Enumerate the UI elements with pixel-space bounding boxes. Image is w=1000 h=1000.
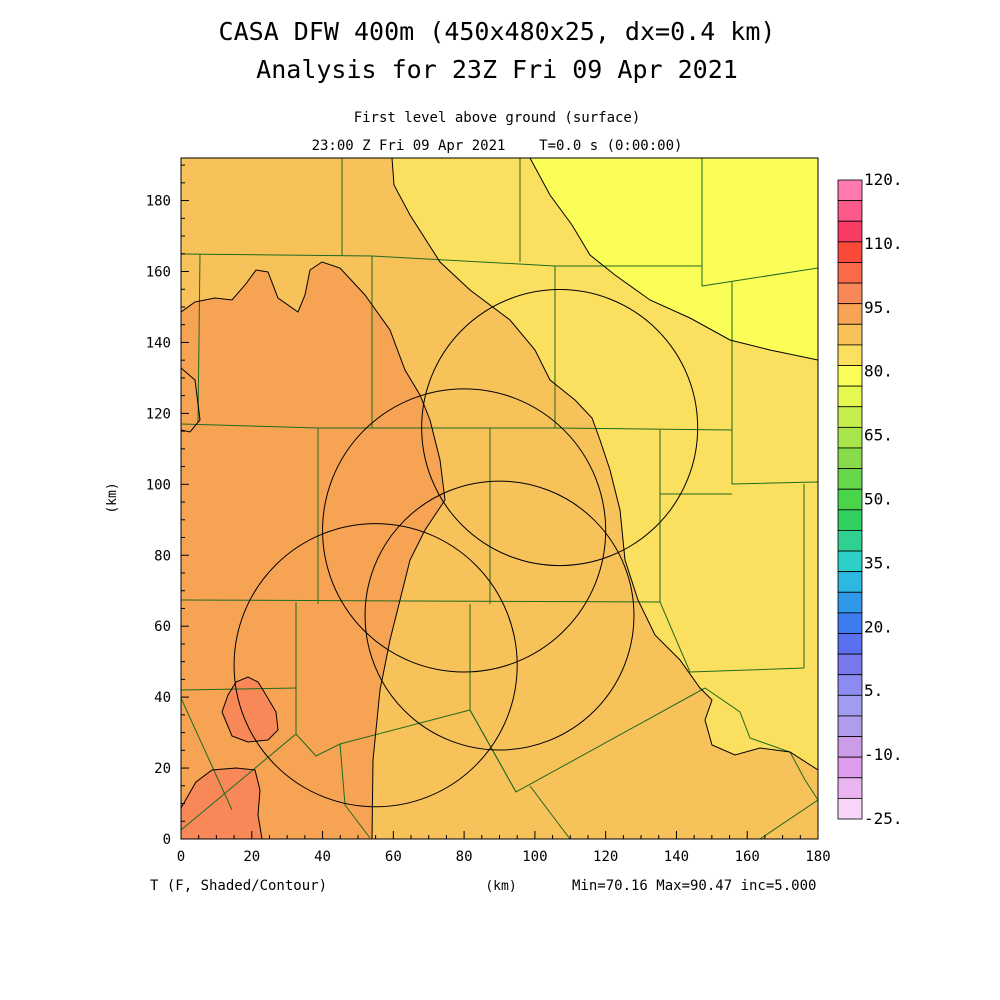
colorbar-swatch <box>837 777 863 799</box>
time-label: 23:00 Z Fri 09 Apr 2021 T=0.0 s (0:00:00… <box>312 138 683 154</box>
y-tick-label: 80 <box>154 548 171 564</box>
y-tick-label: 60 <box>154 619 171 635</box>
x-axis-label: (km) <box>485 879 516 894</box>
chart-title: CASA DFW 400m (450x480x25, dx=0.4 km) <box>219 17 776 46</box>
colorbar-swatch <box>837 344 863 366</box>
x-tick-label: 80 <box>456 849 473 865</box>
colorbar-label: 20. <box>864 617 893 636</box>
colorbar-swatch <box>837 385 863 408</box>
temperature-field <box>181 158 818 839</box>
color-bar: 120. 110. 95. 80. 65. 50. 35. 20. 5. -10. -25. <box>837 170 903 828</box>
y-tick-label: 140 <box>146 335 171 351</box>
colorbar-swatch <box>837 323 863 346</box>
colorbar-swatch <box>837 406 863 428</box>
colorbar-swatch <box>837 200 863 222</box>
field-label: T (F, Shaded/Contour) <box>150 878 327 894</box>
colorbar-swatch <box>837 736 863 758</box>
colorbar-swatch <box>837 303 863 325</box>
colorbar-swatch <box>837 715 863 737</box>
colorbar-swatch <box>837 653 863 676</box>
region-90-to-95-southwest <box>181 768 262 839</box>
temperature-contours <box>181 158 818 839</box>
colorbar-swatch <box>837 674 863 696</box>
colorbar-swatch <box>837 756 863 779</box>
radar-ring <box>421 289 699 567</box>
colorbar-swatch <box>837 488 863 511</box>
colorbar-label: 65. <box>864 426 893 445</box>
colorbar-swatch <box>837 282 863 305</box>
colorbar-swatch <box>837 797 863 820</box>
x-tick-label: 60 <box>385 849 402 865</box>
x-tick-label: 0 <box>177 849 185 865</box>
colorbar-label: 120. <box>864 170 903 189</box>
radar-ring <box>364 480 635 751</box>
colorbar-swatch <box>837 179 863 202</box>
x-tick-label: 120 <box>593 849 618 865</box>
colorbar-swatch <box>837 571 863 593</box>
radar-range-rings <box>233 289 699 808</box>
colorbar-label: 50. <box>864 490 893 509</box>
radar-ring <box>233 523 518 808</box>
y-tick-label: 40 <box>154 690 171 706</box>
colorbar-swatch <box>837 447 863 469</box>
region-90-to-95-west <box>222 677 278 742</box>
colorbar-label: 110. <box>864 234 903 253</box>
colorbar-swatch <box>837 468 863 490</box>
colorbar-label: -10. <box>864 745 903 764</box>
colorbar-swatch <box>837 365 863 387</box>
colorbar-swatch <box>837 591 863 614</box>
colorbar-swatch <box>837 530 863 552</box>
colorbar-swatch <box>837 262 863 284</box>
colorbar-swatch <box>837 694 863 717</box>
level-label: First level above ground (surface) <box>354 110 641 126</box>
x-tick-label: 40 <box>314 849 331 865</box>
county-boundaries <box>181 158 818 839</box>
x-tick-label: 100 <box>522 849 547 865</box>
colorbar-label: 95. <box>864 298 893 317</box>
colorbar-swatch <box>837 612 863 634</box>
region-70-to-75 <box>530 158 818 360</box>
colorbar-swatch <box>837 633 863 655</box>
colorbar-swatch <box>837 550 863 573</box>
y-tick-label: 100 <box>146 477 171 493</box>
y-tick-label: 0 <box>163 832 171 848</box>
x-tick-label: 180 <box>805 849 830 865</box>
chart-subtitle: Analysis for 23Z Fri 09 Apr 2021 <box>256 55 738 84</box>
radar-ring <box>322 388 607 673</box>
y-axis-label: (km) <box>105 482 120 513</box>
colorbar-label: 5. <box>864 681 883 700</box>
x-tick-label: 160 <box>735 849 760 865</box>
y-tick-label: 120 <box>146 406 171 422</box>
x-tick-label: 140 <box>664 849 689 865</box>
y-tick-label: 160 <box>146 265 171 281</box>
y-tick-label: 20 <box>154 761 171 777</box>
stats-label: Min=70.16 Max=90.47 inc=5.000 <box>572 878 816 894</box>
colorbar-label: -25. <box>864 809 903 828</box>
x-tick-label: 20 <box>243 849 260 865</box>
y-tick-label: 180 <box>146 194 171 210</box>
colorbar-swatch <box>837 220 863 243</box>
colorbar-swatch <box>837 426 863 449</box>
colorbar-swatch <box>837 241 863 263</box>
colorbar-swatch <box>837 509 863 531</box>
x-axis: 0 20 40 60 80 100 120 140 160 180 <box>177 831 831 865</box>
y-axis: 0 20 40 60 80 100 120 140 160 180 <box>146 164 189 848</box>
colorbar-label: 80. <box>864 362 893 381</box>
colorbar-label: 35. <box>864 553 893 572</box>
